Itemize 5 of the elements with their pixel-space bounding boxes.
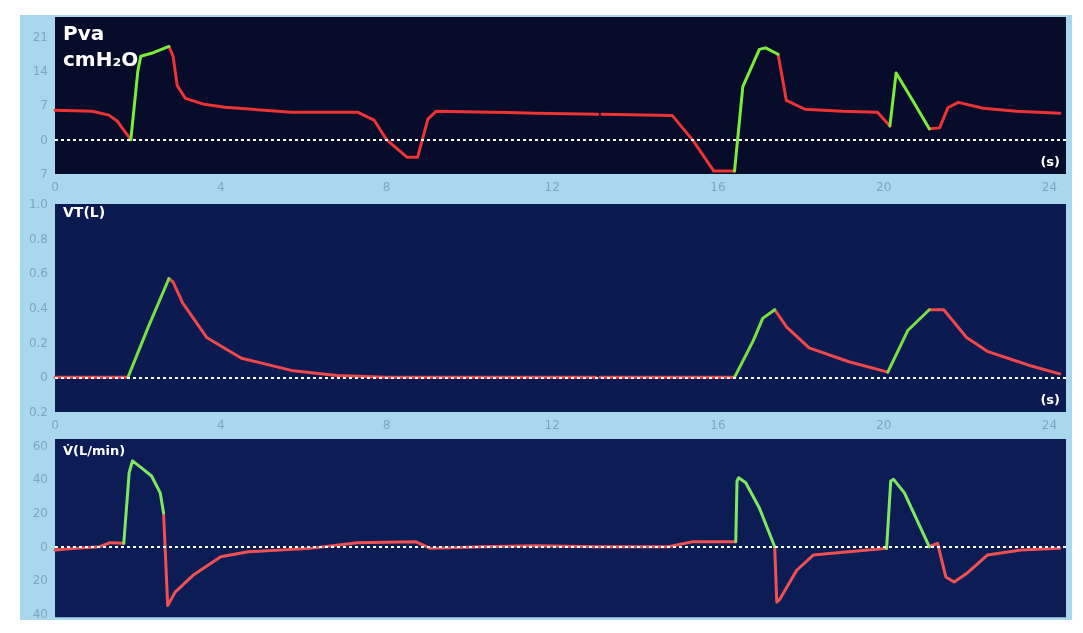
y-axis-title: V̇(L/min) [63,443,126,458]
x-axis-title: (s) [1040,154,1060,169]
y-axis-title: Pva cmH₂O [63,21,139,71]
x-axis-title: (s) [1040,392,1060,407]
y-axis-title: VT(L) [63,204,106,220]
